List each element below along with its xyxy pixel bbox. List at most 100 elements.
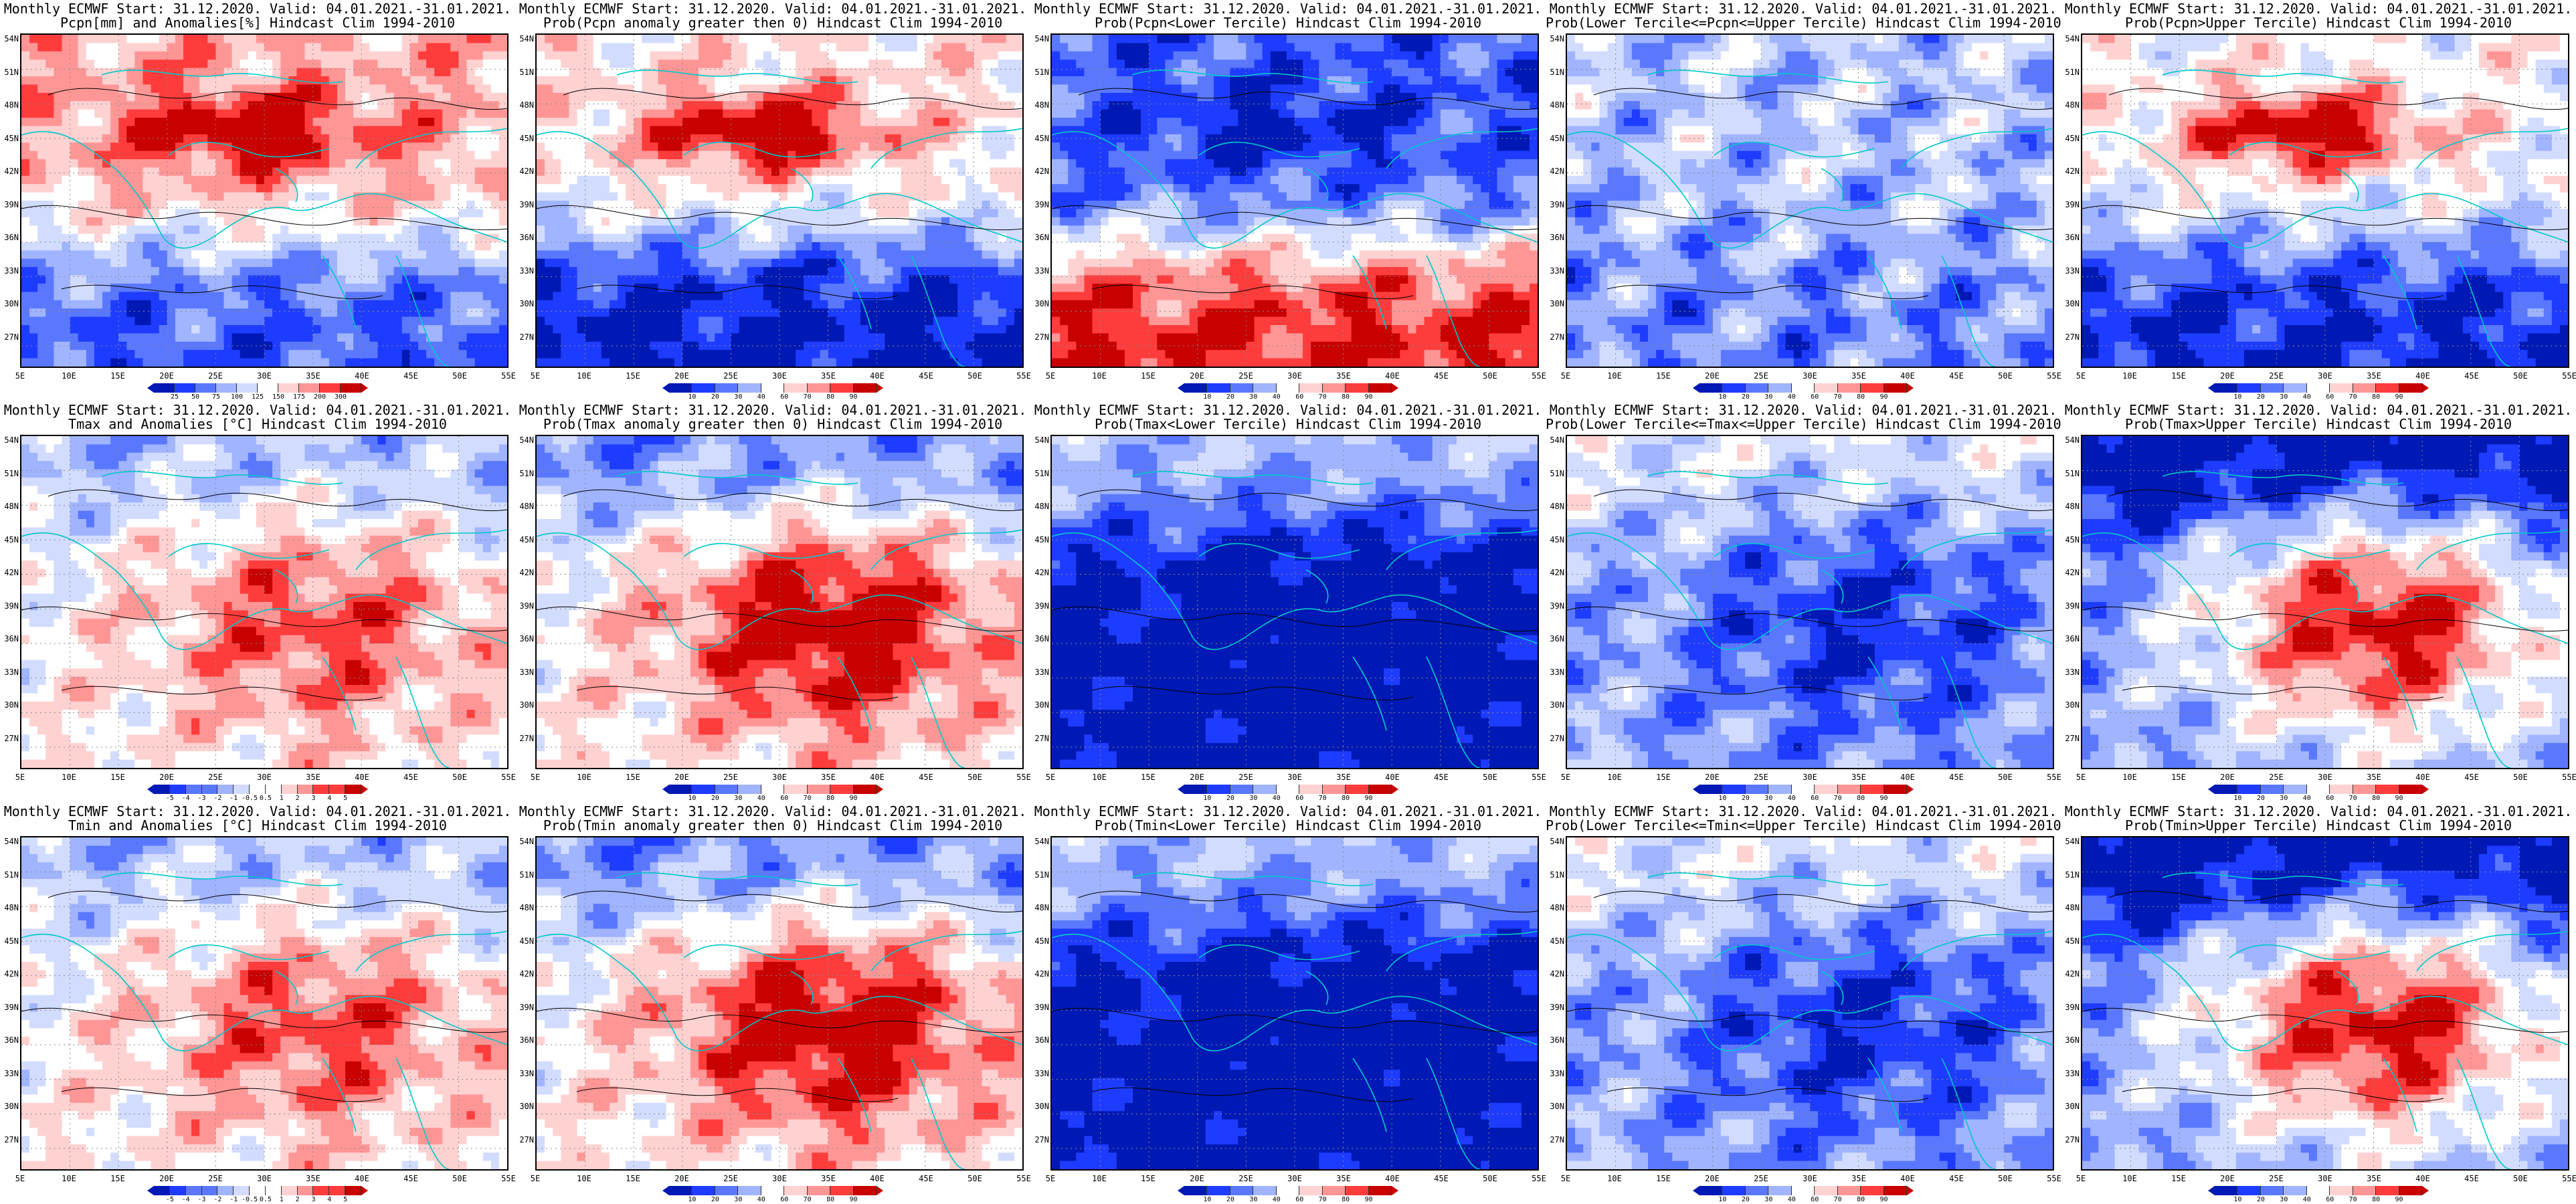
field-cell <box>143 159 152 168</box>
field-cell <box>650 76 659 85</box>
field-cell <box>434 258 443 268</box>
field-cell <box>974 142 983 152</box>
field-cell <box>941 159 950 168</box>
field-cell <box>345 84 354 94</box>
field-cell <box>304 109 314 118</box>
coastline <box>616 70 858 84</box>
field-cell <box>933 118 942 126</box>
field-cell <box>974 201 983 209</box>
field-cell <box>877 184 885 193</box>
field-cell <box>134 333 144 342</box>
field-cell <box>909 126 918 135</box>
field-cell <box>377 134 387 143</box>
field-cell <box>102 126 111 135</box>
field-cell <box>755 233 764 243</box>
field-cell <box>569 258 578 268</box>
field-cell <box>21 308 30 318</box>
field-cell <box>901 267 910 276</box>
field-cell <box>779 325 788 334</box>
field-cell <box>990 101 999 110</box>
field-cell <box>232 258 241 268</box>
field-cell <box>998 284 1007 292</box>
field-cell <box>674 308 683 318</box>
lat-tick-label: 30N <box>0 300 19 308</box>
field-cell <box>78 284 87 292</box>
field-cell <box>207 35 216 43</box>
field-cell <box>151 150 160 160</box>
field-cell <box>561 233 569 243</box>
field-cell <box>585 267 594 276</box>
field-cell <box>828 68 837 77</box>
field-cell <box>110 258 119 268</box>
field-cell <box>658 258 667 268</box>
field-cell <box>312 242 322 251</box>
field-cell <box>474 233 484 243</box>
field-cell <box>78 225 87 235</box>
field-cell <box>29 258 38 268</box>
field-cell <box>126 51 135 60</box>
field-cell <box>682 250 691 260</box>
field-cell <box>118 184 127 193</box>
field-cell <box>70 68 79 77</box>
field-cell <box>442 134 451 143</box>
field-cell <box>917 76 926 85</box>
field-cell <box>167 333 176 342</box>
field-cell <box>974 92 983 102</box>
field-cell <box>223 76 233 85</box>
field-cell <box>909 275 918 284</box>
field-cell <box>102 242 111 251</box>
field-cell <box>618 60 626 69</box>
field-cell <box>974 60 983 69</box>
field-cell <box>191 209 200 218</box>
field-cell <box>771 51 780 60</box>
field-cell <box>94 316 103 326</box>
field-cell <box>434 60 443 69</box>
field-cell <box>337 175 346 185</box>
field-cell <box>256 292 265 301</box>
field-cell <box>54 60 63 69</box>
field-cell <box>393 142 403 152</box>
field-cell <box>828 35 837 43</box>
field-cell <box>974 350 983 359</box>
field-cell <box>312 217 322 226</box>
field-cell <box>482 142 492 152</box>
field-cell <box>788 333 796 342</box>
field-cell <box>45 142 54 152</box>
field-cell <box>426 118 435 126</box>
field-cell <box>159 150 168 160</box>
field-cell <box>877 284 885 292</box>
field-cell <box>553 109 561 118</box>
field-cell <box>707 109 715 118</box>
field-cell <box>232 192 241 201</box>
field-cell <box>482 217 492 226</box>
field-cell <box>118 167 127 177</box>
field-cell <box>569 341 578 350</box>
field-cell <box>561 192 569 201</box>
field-cell <box>143 225 152 235</box>
field-cell <box>763 35 772 43</box>
field-cell <box>804 175 812 185</box>
field-cell <box>909 325 918 334</box>
field-cell <box>998 184 1007 193</box>
field-cell <box>650 275 659 284</box>
field-cell <box>820 43 829 52</box>
field-cell <box>312 308 322 318</box>
field-cell <box>779 350 788 359</box>
field-cell <box>482 84 492 94</box>
field-cell <box>561 92 569 102</box>
field-cell <box>868 60 877 69</box>
field-cell <box>585 159 594 168</box>
field-cell <box>345 92 354 102</box>
field-cell <box>990 150 999 160</box>
field-cell <box>747 242 756 251</box>
field-cell <box>601 92 610 102</box>
field-cell <box>885 68 893 77</box>
field-cell <box>537 250 545 260</box>
field-cell <box>304 175 314 185</box>
field-cell <box>893 175 902 185</box>
field-cell <box>601 167 610 177</box>
field-cell <box>901 101 910 110</box>
field-cell <box>385 51 395 60</box>
field-cell <box>256 184 265 193</box>
field-cell <box>86 142 95 152</box>
